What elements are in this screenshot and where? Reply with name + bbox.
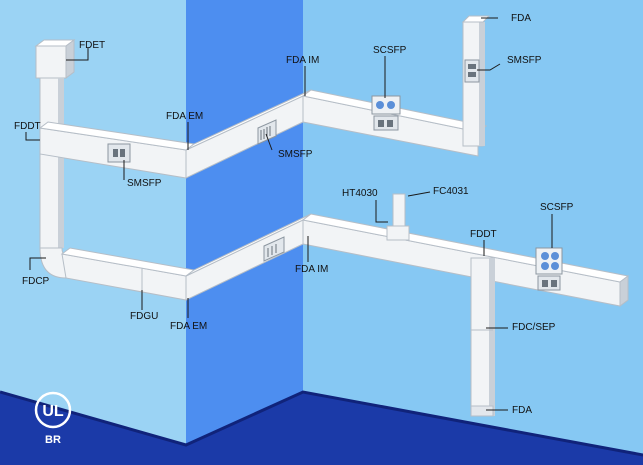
label-fda-em-lower: FDA EM — [170, 321, 208, 332]
label-smsfp-right: SMSFP — [507, 55, 542, 66]
label-fda-im-upper: FDA IM — [286, 55, 320, 66]
label-smsfp-left: SMSFP — [127, 178, 162, 189]
label-fda-em-upper: FDA EM — [166, 111, 204, 122]
label-fc4031: FC4031 — [433, 186, 469, 197]
floor — [0, 392, 643, 465]
fdcp-leader — [29, 257, 46, 270]
ht4030-leader — [375, 200, 388, 223]
label-fdet: FDET — [79, 40, 106, 51]
ul-region-text: BR — [45, 434, 61, 446]
label-fda-im-lower: FDA IM — [295, 264, 329, 275]
label-fda-bottom: FDA — [512, 405, 532, 416]
smsfp-mid-leader — [265, 133, 273, 151]
fc4031-leader — [407, 191, 431, 197]
label-smsfp-mid: SMSFP — [278, 149, 313, 160]
label-scsfp-lower: SCSFP — [540, 202, 574, 213]
scsfp-lower-box — [535, 247, 563, 291]
floor-edge — [0, 390, 643, 457]
label-fddt-left: FDDT — [14, 121, 41, 132]
label-fdgu: FDGU — [130, 311, 159, 322]
fddt-left-leader — [25, 132, 40, 141]
smsfp-left-faceplate — [107, 143, 131, 163]
ul-mark-text: UL — [42, 403, 64, 420]
label-fdcp: FDCP — [22, 276, 50, 287]
label-fdc-sep: FDC/SEP — [512, 322, 556, 333]
fdet-end-cap — [34, 39, 76, 79]
vertical-duct-upper-right — [461, 15, 491, 147]
label-fddt-right: FDDT — [470, 229, 497, 240]
smsfp-right-faceplate — [464, 59, 480, 83]
smsfp-lower-faceplate — [263, 236, 285, 262]
leader-lines — [25, 17, 553, 411]
vertical-duct-lower-right — [470, 257, 495, 417]
ht4030-riser — [386, 193, 410, 241]
fdet-leader — [66, 48, 89, 61]
smsfp-right-leader — [477, 63, 501, 71]
label-fda-top: FDA — [511, 13, 531, 24]
left-wall — [0, 0, 186, 445]
label-scsfp-upper: SCSFP — [373, 45, 407, 56]
scsfp-upper-box — [371, 95, 401, 131]
corner-wall — [186, 0, 303, 445]
vertical-duct-left — [39, 77, 64, 249]
ul-listed-mark-icon: UL BR — [34, 391, 72, 446]
lower-duct-corner-run — [185, 213, 312, 301]
label-ht4030: HT4030 — [342, 188, 378, 199]
